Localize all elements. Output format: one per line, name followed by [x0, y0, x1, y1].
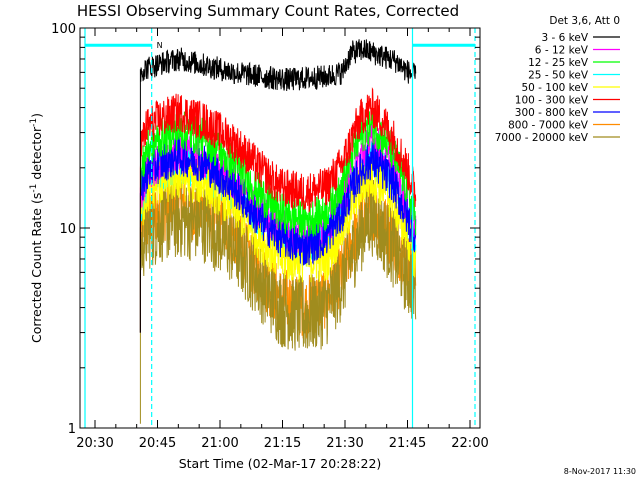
y-axis-label-main: Corrected Count Rate (s — [29, 193, 44, 343]
legend-label-5: 100 - 300 keV — [515, 95, 589, 107]
y-axis-label-mid: detector — [29, 126, 44, 184]
y-tick-label-1: 10 — [59, 222, 76, 237]
legend-label-7: 800 - 7000 keV — [508, 120, 589, 132]
y-axis-label-sup1: -1 — [29, 184, 39, 193]
legend-label-6: 300 - 800 keV — [515, 107, 589, 119]
legend-label-4: 50 - 100 keV — [521, 82, 588, 94]
x-tick-label-2: 21:00 — [201, 436, 238, 451]
x-tick-label-4: 21:30 — [326, 436, 363, 451]
series-layer — [139, 39, 417, 424]
x-tick-label-0: 20:30 — [76, 436, 113, 451]
legend-label-0: 3 - 6 keV — [541, 32, 588, 44]
y-tick-label-2: 100 — [51, 22, 76, 37]
legend-label-8: 7000 - 20000 keV — [495, 132, 589, 144]
legend-header: Det 3,6, Att 0 — [549, 15, 620, 27]
series-line-8 — [139, 179, 417, 424]
legend-label-3: 25 - 50 keV — [528, 70, 589, 82]
x-axis-label: Start Time (02-Mar-17 20:28:22) — [179, 456, 382, 471]
x-tick-label-5: 21:45 — [389, 436, 426, 451]
y-axis-label-sup2: -1 — [29, 118, 39, 127]
x-tick-label-6: 22:00 — [451, 436, 488, 451]
series-line-5 — [139, 87, 417, 333]
timestamp-label: 8-Nov-2017 11:30 — [564, 467, 636, 476]
series-line-2 — [139, 107, 417, 333]
legend-label-1: 6 - 12 keV — [535, 45, 589, 57]
x-tick-label-3: 21:15 — [264, 436, 301, 451]
x-tick-label-1: 20:45 — [139, 436, 176, 451]
series-line-6 — [139, 136, 417, 333]
legend-label-2: 12 - 25 keV — [528, 57, 589, 69]
series-line-0 — [139, 39, 417, 333]
y-tick-label-0: 1 — [68, 422, 76, 437]
axis-layer: 20:30 20:45 21:00 21:15 21:30 21:45 22:00 1 10 10… — [51, 22, 489, 451]
night-marker: N — [157, 41, 163, 50]
y-axis-label: Corrected Count Rate (s-1 detector-1) — [29, 113, 44, 343]
y-axis-label-end: ) — [29, 113, 44, 118]
chart-title: HESSI Observing Summary Count Rates, Cor… — [77, 2, 459, 20]
